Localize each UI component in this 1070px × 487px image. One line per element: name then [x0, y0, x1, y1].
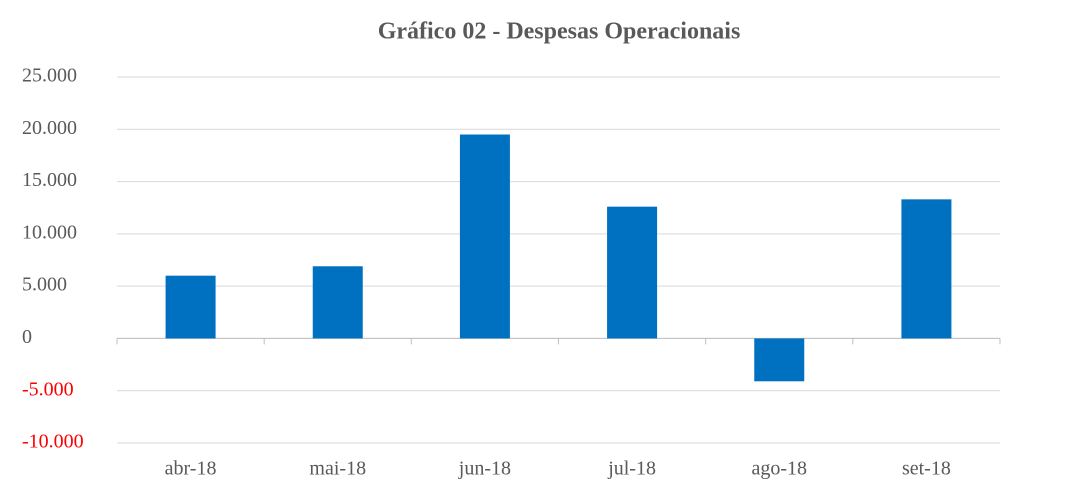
x-tick-label: abr-18: [165, 458, 217, 480]
bar: [459, 134, 510, 339]
y-tick-label: -10.000: [22, 431, 84, 453]
y-tick-label: 15.000: [22, 169, 77, 191]
bar: [165, 275, 216, 339]
y-tick-label: 25.000: [22, 65, 77, 87]
bar: [607, 206, 658, 339]
bar: [754, 338, 805, 382]
y-tick-label: -5.000: [22, 378, 74, 400]
x-tick-label: set-18: [902, 458, 951, 480]
x-tick-label: mai-18: [309, 458, 366, 480]
bar: [312, 266, 363, 339]
bar: [901, 199, 952, 339]
x-tick-label: ago-18: [751, 458, 807, 480]
y-tick-label: 10.000: [22, 221, 77, 243]
y-tick-label: 0: [22, 326, 32, 348]
y-tick-label: 20.000: [22, 117, 77, 139]
chart-title: Gráfico 02 - Despesas Operacionais: [378, 19, 741, 45]
y-tick-label: 5.000: [22, 274, 67, 296]
x-tick-label: jun-18: [458, 458, 511, 480]
x-tick-label: jul-18: [607, 458, 656, 480]
